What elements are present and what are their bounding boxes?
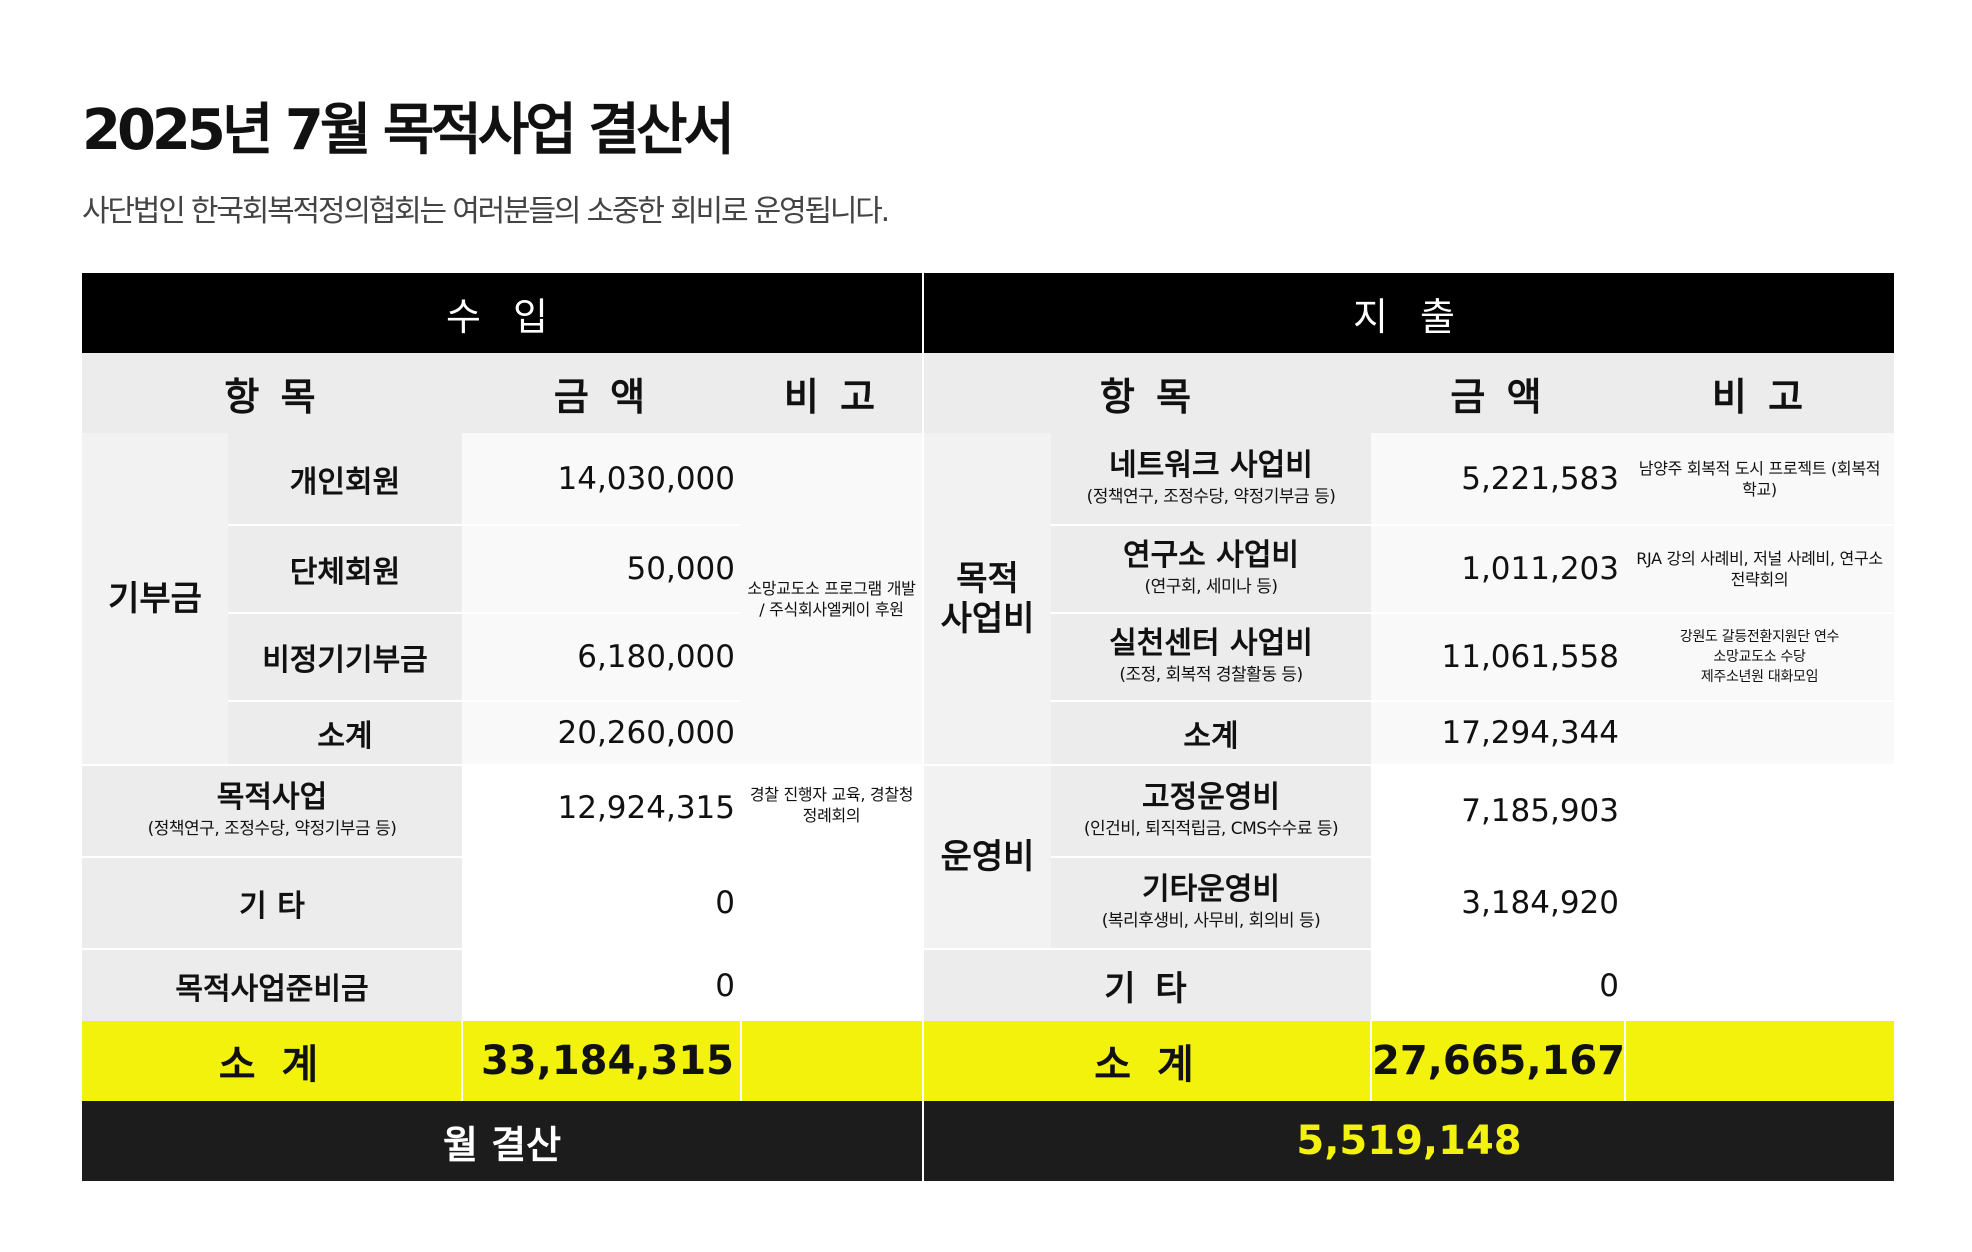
institute-expense-label: 연구소 사업비 (연구회, 세미나 등) (1051, 524, 1371, 613)
settlement-table: 수 입 지 출 항 목 금 액 비 고 항 목 금 액 비 고 기부금 개인회원… (82, 273, 1894, 1181)
network-expense-label: 네트워크 사업비 (정책연구, 조정수당, 약정기부금 등) (1051, 433, 1371, 525)
table-row: 기부금 개인회원 14,030,000 소망교도소 프로그램 개발 / 주식회사… (82, 433, 1894, 765)
donation-note: 소망교도소 프로그램 개발 / 주식회사엘케이 후원 (741, 433, 924, 765)
reserve-fund-amount: 0 (462, 948, 741, 1021)
misc-operation-detail: (복리후생비, 사무비, 회의비 등) (1101, 911, 1321, 931)
purpose-expense-category-label: 목적 사업비 (923, 433, 1051, 765)
table-row: 기 타 0 기타운영비 (복리후생비, 사무비, 회의비 등) 3,184,92… (82, 856, 1894, 949)
purpose-subtotal-label: 소계 (1051, 700, 1371, 765)
monthly-result-row: 월 결산 5,519,148 (82, 1101, 1894, 1181)
expense-item-header: 항 목 (923, 353, 1371, 433)
reserve-fund-label: 목적사업준비금 (82, 948, 462, 1021)
income-total-label: 소 계 (82, 1021, 463, 1101)
operation-category-label: 운영비 (923, 764, 1051, 949)
table-row: 비정기기부금 6,180,000 실천센터 사업비 (조정, 회복적 경찰활동 … (82, 612, 1894, 701)
fixed-operation-amount: 7,185,903 (1371, 764, 1625, 857)
misc-operation-label: 기타운영비 (복리후생비, 사무비, 회의비 등) (1051, 856, 1371, 949)
purpose-business-income-label: 목적사업 (정책연구, 조정수당, 약정기부금 등) (82, 764, 462, 857)
monthly-result-amount: 5,519,148 (923, 1101, 1894, 1181)
income-note-header: 비 고 (741, 353, 924, 433)
page-subtitle: 사단법인 한국회복적정의협회는 여러분들의 소중한 회비로 운영됩니다. (82, 194, 890, 229)
fixed-operation-title: 고정운영비 (1142, 780, 1280, 815)
income-section-header: 수 입 (82, 273, 924, 353)
individual-member-label: 개인회원 (228, 433, 462, 525)
practice-expense-amount: 11,061,558 (1371, 612, 1625, 701)
fixed-operation-detail: (인건비, 퇴직적립금, CMS수수료 등) (1083, 819, 1339, 839)
other-expense-note (1625, 948, 1894, 1021)
other-income-note (741, 856, 924, 949)
expense-total-label: 소 계 (923, 1021, 1372, 1101)
expense-section-header: 지 출 (923, 273, 1894, 353)
practice-expense-title: 실천센터 사업비 (1109, 626, 1313, 661)
table-row: 단체회원 50,000 연구소 사업비 (연구회, 세미나 등) 1,011,2… (82, 524, 1894, 613)
expense-amount-header: 금 액 (1371, 353, 1625, 433)
monthly-result-label: 월 결산 (82, 1101, 924, 1181)
other-income-label: 기 타 (82, 856, 462, 949)
network-expense-title: 네트워크 사업비 (1109, 447, 1313, 483)
purpose-business-amount: 12,924,315 (462, 764, 741, 857)
practice-note-line: 강원도 갈등전환지원단 연수 (1679, 629, 1840, 645)
practice-note-line: 제주소년원 대화모임 (1700, 669, 1819, 685)
purpose-business-title: 목적사업 (216, 780, 328, 815)
other-expense-amount: 0 (1371, 948, 1625, 1021)
donation-subtotal-amount: 20,260,000 (462, 700, 741, 765)
group-member-label: 단체회원 (228, 524, 462, 613)
institute-expense-title: 연구소 사업비 (1122, 538, 1300, 573)
total-row: 소 계 33,184,315 소 계 27,665,167 (82, 1021, 1894, 1101)
practice-note-line: 소망교도소 수당 (1713, 649, 1806, 665)
table-row: 목적사업준비금 0 기 타 0 (82, 948, 1894, 1021)
misc-operation-note (1625, 856, 1894, 949)
income-total-note (741, 1021, 924, 1101)
network-expense-note: 남양주 회복적 도시 프로젝트 (회복적 학교) (1625, 433, 1894, 525)
donation-subtotal-label: 소계 (228, 700, 462, 765)
column-header-row: 항 목 금 액 비 고 항 목 금 액 비 고 (82, 353, 1894, 433)
purpose-subtotal-amount: 17,294,344 (1371, 700, 1625, 765)
income-item-header: 항 목 (82, 353, 462, 433)
practice-expense-note: 강원도 갈등전환지원단 연수 소망교도소 수당 제주소년원 대화모임 (1625, 612, 1894, 701)
section-header-row: 수 입 지 출 (82, 273, 1894, 353)
other-income-amount: 0 (462, 856, 741, 949)
purpose-business-note: 경찰 진행자 교육, 경찰청 정례회의 (741, 764, 924, 857)
expense-total-amount: 27,665,167 (1371, 1021, 1626, 1101)
network-expense-amount: 5,221,583 (1371, 433, 1625, 525)
institute-expense-note: RJA 강의 사례비, 저널 사례비, 연구소 전략회의 (1625, 524, 1894, 613)
fixed-operation-label: 고정운영비 (인건비, 퇴직적립금, CMS수수료 등) (1051, 764, 1371, 857)
misc-operation-amount: 3,184,920 (1371, 856, 1625, 949)
network-expense-detail: (정책연구, 조정수당, 약정기부금 등) (1086, 486, 1336, 507)
other-expense-label: 기 타 (923, 948, 1371, 1021)
practice-expense-label: 실천센터 사업비 (조정, 회복적 경찰활동 등) (1051, 612, 1371, 701)
practice-expense-detail: (조정, 회복적 경찰활동 등) (1119, 665, 1303, 685)
irregular-donation-label: 비정기기부금 (228, 612, 462, 701)
income-amount-header: 금 액 (462, 353, 741, 433)
page-title: 2025년 7월 목적사업 결산서 (82, 98, 735, 163)
individual-member-amount: 14,030,000 (462, 433, 741, 525)
reserve-fund-note (741, 948, 924, 1021)
institute-expense-amount: 1,011,203 (1371, 524, 1625, 613)
income-total-amount: 33,184,315 (462, 1021, 742, 1101)
group-member-amount: 50,000 (462, 524, 741, 613)
expense-note-header: 비 고 (1625, 353, 1894, 433)
purpose-business-detail: (정책연구, 조정수당, 약정기부금 등) (147, 819, 397, 839)
table-row: 소계 20,260,000 소계 17,294,344 (82, 700, 1894, 765)
expense-total-note (1625, 1021, 1894, 1101)
institute-expense-detail: (연구회, 세미나 등) (1144, 577, 1278, 597)
table-row: 목적사업 (정책연구, 조정수당, 약정기부금 등) 12,924,315 경찰… (82, 764, 1894, 949)
purpose-subtotal-note (1625, 700, 1894, 765)
fixed-operation-note (1625, 764, 1894, 857)
misc-operation-title: 기타운영비 (1142, 872, 1280, 907)
irregular-donation-amount: 6,180,000 (462, 612, 741, 701)
donation-category-label: 기부금 (82, 433, 228, 765)
